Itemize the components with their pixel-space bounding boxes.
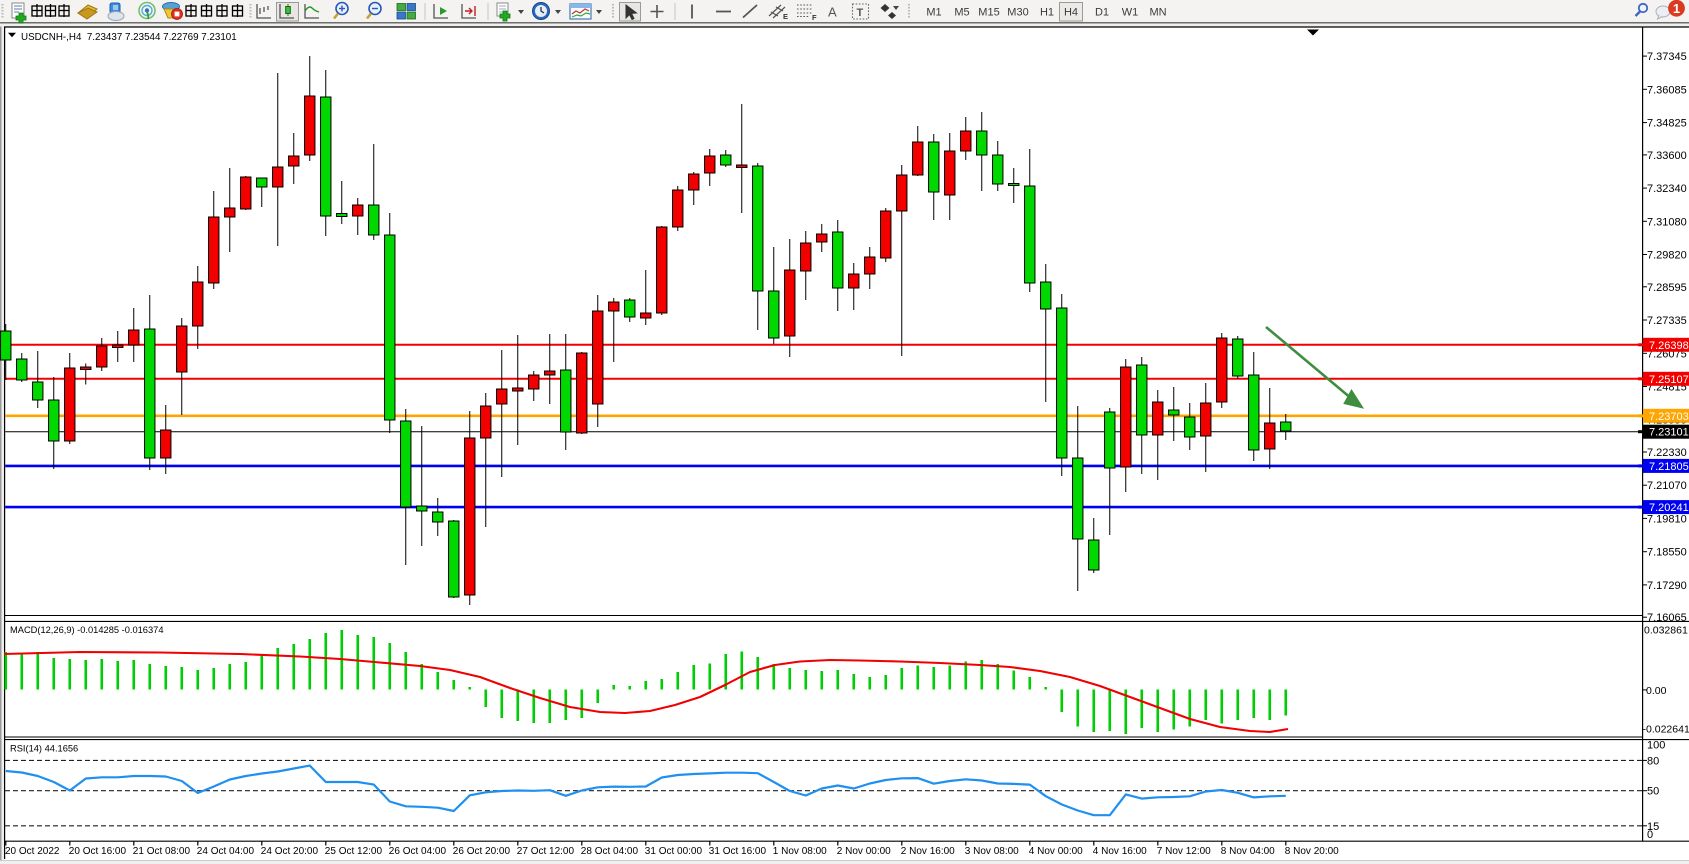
svg-text:RSI(14) 44.1656: RSI(14) 44.1656: [10, 744, 78, 754]
svg-text:24 Oct 20:00: 24 Oct 20:00: [261, 846, 319, 857]
svg-text:7.20241: 7.20241: [1649, 502, 1689, 514]
svg-text:20 Oct 16:00: 20 Oct 16:00: [69, 846, 127, 857]
svg-text:100: 100: [1647, 740, 1665, 752]
svg-text:M1: M1: [926, 7, 941, 19]
svg-text:A: A: [828, 5, 837, 20]
svg-text:7.33600: 7.33600: [1647, 150, 1687, 162]
svg-text:26 Oct 20:00: 26 Oct 20:00: [453, 846, 511, 857]
svg-text:26 Oct 04:00: 26 Oct 04:00: [389, 846, 447, 857]
svg-text:7.23703: 7.23703: [1649, 411, 1689, 423]
svg-text:E: E: [783, 12, 788, 21]
svg-text:USDCNH-,H4 7.23437 7.23544 7.: USDCNH-,H4 7.23437 7.23544 7.22769 7.231…: [21, 32, 237, 43]
svg-text:31 Oct 00:00: 31 Oct 00:00: [645, 846, 703, 857]
svg-text:7.28595: 7.28595: [1647, 282, 1687, 294]
svg-text:0: 0: [1647, 829, 1653, 841]
svg-text:M5: M5: [954, 7, 969, 19]
svg-text:7.16065: 7.16065: [1647, 612, 1687, 624]
svg-text:4 Nov 16:00: 4 Nov 16:00: [1093, 846, 1147, 857]
svg-text:7.22330: 7.22330: [1647, 447, 1687, 459]
svg-text:M30: M30: [1007, 7, 1028, 19]
svg-text:21 Oct 08:00: 21 Oct 08:00: [133, 846, 191, 857]
svg-text:D1: D1: [1095, 7, 1109, 19]
svg-text:7 Nov 12:00: 7 Nov 12:00: [1157, 846, 1211, 857]
svg-text:50: 50: [1647, 786, 1659, 798]
svg-text:1: 1: [1673, 1, 1680, 16]
svg-text:25 Oct 12:00: 25 Oct 12:00: [325, 846, 383, 857]
svg-text:7.29820: 7.29820: [1647, 250, 1687, 262]
svg-text:20 Oct 2022: 20 Oct 2022: [5, 846, 60, 857]
svg-text:0.00: 0.00: [1646, 685, 1667, 697]
svg-text:F: F: [812, 13, 817, 22]
svg-text:7.31080: 7.31080: [1647, 216, 1687, 228]
svg-text:8 Nov 04:00: 8 Nov 04:00: [1221, 846, 1275, 857]
svg-text:0.032861: 0.032861: [1644, 624, 1688, 636]
svg-text:MACD(12,26,9) -0.014285 -0.016: MACD(12,26,9) -0.014285 -0.016374: [10, 625, 164, 635]
svg-text:7.32340: 7.32340: [1647, 183, 1687, 195]
svg-text:7.26398: 7.26398: [1649, 340, 1689, 352]
svg-text:7.18550: 7.18550: [1647, 547, 1687, 559]
svg-text:31 Oct 16:00: 31 Oct 16:00: [709, 846, 767, 857]
svg-text:H1: H1: [1040, 7, 1054, 19]
svg-text:H4: H4: [1064, 7, 1078, 19]
svg-text:7.27335: 7.27335: [1647, 315, 1687, 327]
svg-text:3 Nov 08:00: 3 Nov 08:00: [965, 846, 1019, 857]
svg-text:M15: M15: [978, 7, 999, 19]
svg-text:7.36085: 7.36085: [1647, 84, 1687, 96]
svg-text:28 Oct 04:00: 28 Oct 04:00: [581, 846, 639, 857]
svg-text:7.23101: 7.23101: [1649, 427, 1689, 439]
svg-text:2 Nov 16:00: 2 Nov 16:00: [901, 846, 955, 857]
svg-text:2 Nov 00:00: 2 Nov 00:00: [837, 846, 891, 857]
svg-text:27 Oct 12:00: 27 Oct 12:00: [517, 846, 575, 857]
svg-text:T: T: [857, 7, 864, 19]
svg-text:7.19810: 7.19810: [1647, 513, 1687, 525]
svg-text:7.21805: 7.21805: [1649, 461, 1689, 473]
svg-text:W1: W1: [1122, 7, 1139, 19]
svg-text:-0.022641: -0.022641: [1643, 723, 1689, 735]
svg-text:8 Nov 20:00: 8 Nov 20:00: [1285, 846, 1339, 857]
svg-text:7.37345: 7.37345: [1647, 51, 1687, 63]
svg-text:7.17290: 7.17290: [1647, 580, 1687, 592]
svg-text:7.25107: 7.25107: [1649, 374, 1689, 386]
svg-text:1 Nov 08:00: 1 Nov 08:00: [773, 846, 827, 857]
svg-text:80: 80: [1647, 755, 1659, 767]
svg-text:7.21070: 7.21070: [1647, 480, 1687, 492]
svg-text:24 Oct 04:00: 24 Oct 04:00: [197, 846, 255, 857]
svg-text:7.34825: 7.34825: [1647, 118, 1687, 130]
svg-text:15: 15: [1647, 821, 1659, 833]
svg-text:4 Nov 00:00: 4 Nov 00:00: [1029, 846, 1083, 857]
svg-text:MN: MN: [1149, 7, 1166, 19]
